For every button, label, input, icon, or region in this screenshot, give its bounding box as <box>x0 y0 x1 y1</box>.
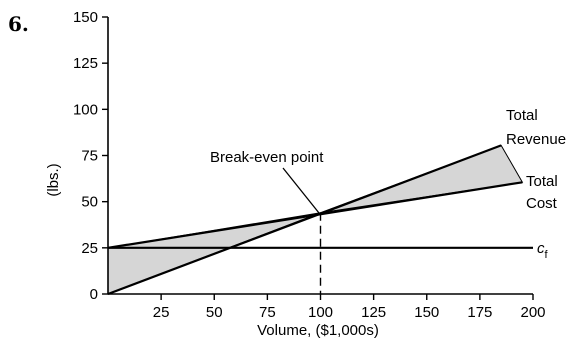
y-tick-label: 0 <box>90 286 98 303</box>
fixed-cost-subscript: f <box>545 249 549 261</box>
x-tick-label: 200 <box>520 304 545 321</box>
chart-lines <box>107 144 533 296</box>
total-revenue-line <box>107 144 502 296</box>
y-tick-label: 25 <box>81 240 98 257</box>
fixed-cost-c: c <box>537 240 545 257</box>
x-tick-label: 25 <box>153 304 170 321</box>
x-tick-label: 125 <box>361 304 386 321</box>
y-tick-label: 100 <box>73 101 98 118</box>
x-tick-label: 75 <box>259 304 276 321</box>
y-tick-label: 125 <box>73 55 98 72</box>
total-revenue-label-2: Revenue <box>506 131 566 148</box>
total-cost-label-2: Cost <box>526 195 558 212</box>
shaded-regions <box>107 144 524 295</box>
x-tick-label: 100 <box>308 304 333 321</box>
problem-number: 6. <box>8 12 29 36</box>
y-axis-label: (lbs.) <box>45 163 62 196</box>
x-axis-label: Volume, ($1,000s) <box>257 322 379 339</box>
total-cost-label-1: Total <box>526 173 558 190</box>
y-tick-label: 75 <box>81 148 98 165</box>
x-tick-label: 175 <box>467 304 492 321</box>
y-tick-label: 50 <box>81 194 98 211</box>
x-tick-label: 50 <box>206 304 223 321</box>
break-even-label: Break-even point <box>210 149 324 166</box>
total-revenue-label-1: Total <box>506 107 538 124</box>
y-tick-label: 150 <box>73 9 98 26</box>
x-tick-label: 150 <box>414 304 439 321</box>
ticks: 25 50 75 100 125 150 175 200 0 25 50 75 100 125 150 <box>73 9 546 321</box>
fixed-cost-label: cf <box>537 240 549 261</box>
total-cost-line <box>107 181 523 249</box>
break-even-leader <box>282 167 320 214</box>
